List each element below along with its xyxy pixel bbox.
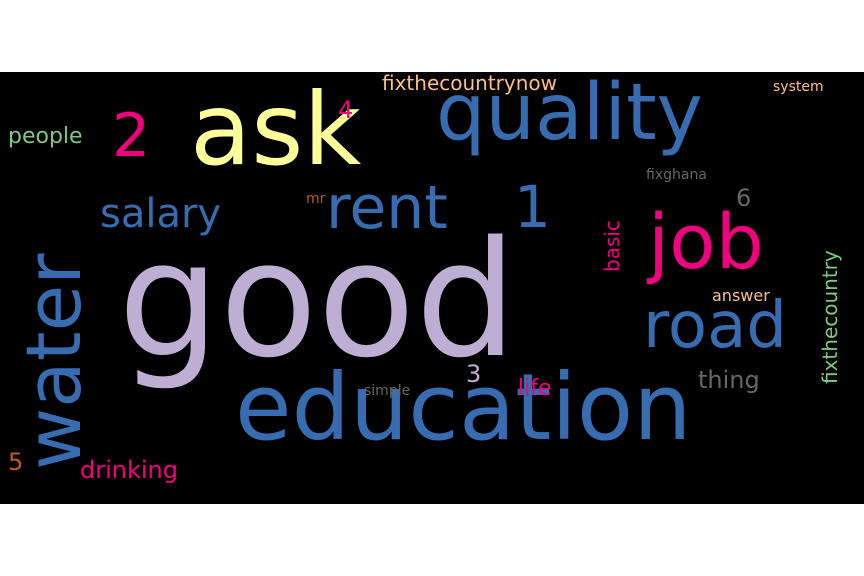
word-answer: answer bbox=[712, 286, 770, 305]
word-education: education bbox=[235, 354, 692, 461]
word-six: 6 bbox=[736, 184, 752, 212]
word-four: 4 bbox=[338, 96, 354, 124]
word-one: 1 bbox=[514, 173, 551, 241]
word-rent: rent bbox=[326, 173, 448, 243]
word-people: people bbox=[8, 124, 83, 149]
word-drinking: drinking bbox=[80, 456, 178, 484]
word-two: 2 bbox=[112, 101, 151, 171]
word-water: water bbox=[9, 253, 98, 470]
word-thing: thing bbox=[698, 366, 760, 394]
word-simple: simple bbox=[364, 383, 411, 399]
word-cloud: good ask quality education job water roa… bbox=[0, 72, 864, 504]
word-five: 5 bbox=[8, 448, 24, 476]
word-road: road bbox=[643, 289, 787, 363]
word-quality: quality bbox=[436, 72, 703, 158]
word-system: system bbox=[773, 79, 824, 95]
word-salary: salary bbox=[100, 191, 222, 237]
word-ask: ask bbox=[190, 72, 362, 188]
word-fixthecountry: fixthecountry bbox=[818, 250, 842, 384]
word-job: job bbox=[648, 197, 764, 286]
word-fixthecountrynow: fixthecountrynow bbox=[382, 72, 558, 95]
word-mr: mr bbox=[306, 191, 326, 207]
word-fixghana: fixghana bbox=[646, 167, 707, 183]
word-good: good bbox=[118, 206, 517, 393]
word-three: 3 bbox=[466, 360, 482, 388]
word-basic: basic bbox=[600, 220, 624, 272]
word-life: life bbox=[518, 376, 552, 401]
